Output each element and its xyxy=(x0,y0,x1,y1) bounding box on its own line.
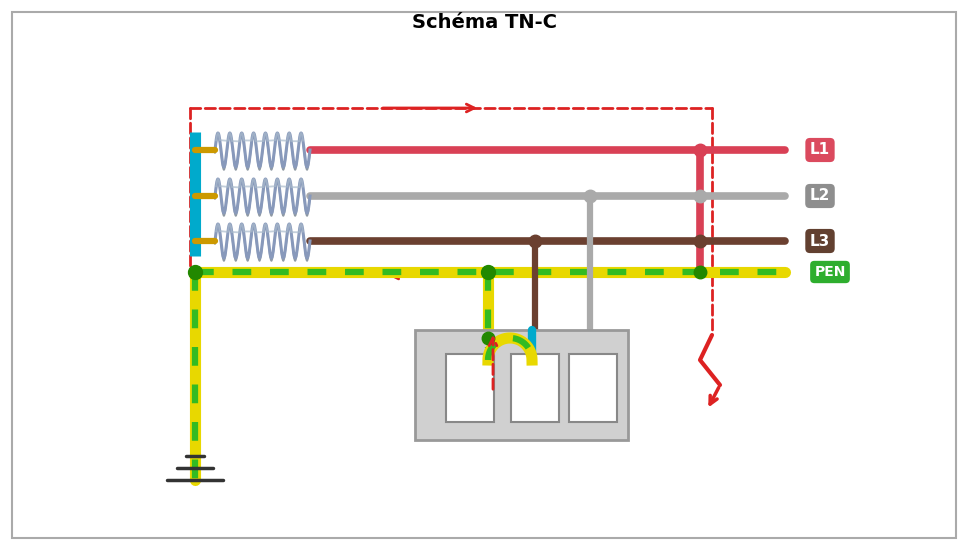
Text: L2: L2 xyxy=(810,189,831,204)
FancyBboxPatch shape xyxy=(415,330,628,440)
Text: L3: L3 xyxy=(810,234,831,249)
Text: PEN: PEN xyxy=(814,265,846,279)
Text: Schéma TN-C: Schéma TN-C xyxy=(411,13,557,31)
FancyBboxPatch shape xyxy=(511,354,559,422)
Text: L1: L1 xyxy=(810,142,831,157)
FancyBboxPatch shape xyxy=(446,354,494,422)
FancyBboxPatch shape xyxy=(569,354,617,422)
